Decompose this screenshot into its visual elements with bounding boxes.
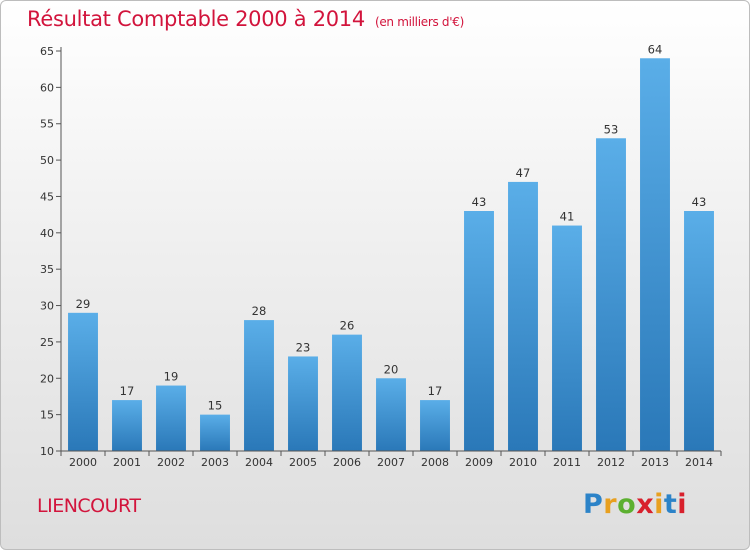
y-tick-label: 15 bbox=[40, 409, 54, 422]
bar-value-label: 15 bbox=[208, 399, 223, 413]
bar bbox=[508, 181, 538, 451]
brand-letter: i bbox=[654, 489, 664, 520]
brand-letter: o bbox=[617, 489, 637, 520]
commune-name: LIENCOURT bbox=[37, 495, 141, 517]
x-tick-label: 2000 bbox=[69, 456, 97, 469]
bar-value-label: 41 bbox=[560, 210, 575, 224]
bar bbox=[200, 414, 230, 451]
x-tick-label: 2003 bbox=[201, 456, 229, 469]
x-tick-label: 2014 bbox=[685, 456, 713, 469]
x-tick-label: 2001 bbox=[113, 456, 141, 469]
bar-value-label: 43 bbox=[692, 195, 707, 209]
bar bbox=[244, 320, 274, 451]
y-tick-label: 55 bbox=[40, 118, 54, 131]
bar-value-label: 28 bbox=[252, 304, 267, 318]
brand-letter: r bbox=[603, 489, 618, 520]
bar-value-label: 17 bbox=[428, 384, 443, 398]
proxiti-logo: Proxiti bbox=[583, 489, 687, 520]
y-tick-label: 60 bbox=[40, 81, 54, 94]
bar-value-label: 23 bbox=[296, 340, 311, 354]
bar-value-label: 29 bbox=[76, 297, 91, 311]
bar bbox=[552, 225, 582, 451]
y-tick-label: 25 bbox=[40, 336, 54, 349]
bar bbox=[596, 138, 626, 452]
chart-subtitle: (en milliers d'€) bbox=[374, 15, 464, 29]
brand-letter: P bbox=[583, 489, 604, 520]
bar bbox=[156, 385, 186, 451]
bar-value-label: 53 bbox=[604, 122, 619, 136]
bar-value-label: 64 bbox=[648, 42, 663, 56]
y-tick-label: 40 bbox=[40, 227, 54, 240]
y-tick-label: 45 bbox=[40, 190, 54, 203]
bar bbox=[288, 356, 318, 451]
x-tick-label: 2011 bbox=[553, 456, 581, 469]
bar-value-label: 43 bbox=[472, 195, 487, 209]
x-tick-label: 2009 bbox=[465, 456, 493, 469]
chart-title: Résultat Comptable 2000 à 2014 (en millie… bbox=[27, 7, 464, 31]
y-tick-label: 50 bbox=[40, 154, 54, 167]
x-tick-label: 2004 bbox=[245, 456, 273, 469]
brand-letter: t bbox=[663, 489, 678, 520]
x-tick-label: 2007 bbox=[377, 456, 405, 469]
bar-value-label: 17 bbox=[120, 384, 135, 398]
bar bbox=[640, 58, 670, 451]
x-tick-label: 2010 bbox=[509, 456, 537, 469]
bar bbox=[420, 400, 450, 451]
x-tick-label: 2005 bbox=[289, 456, 317, 469]
bar bbox=[376, 378, 406, 451]
bar bbox=[684, 211, 714, 451]
bar bbox=[332, 334, 362, 451]
y-tick-label: 30 bbox=[40, 300, 54, 313]
bar-value-label: 20 bbox=[384, 362, 399, 376]
brand-letter: x bbox=[636, 489, 655, 520]
x-tick-label: 2013 bbox=[641, 456, 669, 469]
axis-layer: 10 15 20 25 30 35 40 45 50 55 60 65 2000 2001 2002 2003… bbox=[40, 45, 722, 469]
bar-value-label: 47 bbox=[516, 166, 531, 180]
x-tick-label: 2008 bbox=[421, 456, 449, 469]
chart-title-text: Résultat Comptable 2000 à 2014 bbox=[27, 7, 365, 31]
bar bbox=[68, 312, 98, 451]
x-tick-label: 2006 bbox=[333, 456, 361, 469]
y-tick-label: 35 bbox=[40, 263, 54, 276]
bar bbox=[464, 211, 494, 451]
y-tick-label: 20 bbox=[40, 372, 54, 385]
x-tick-label: 2002 bbox=[157, 456, 185, 469]
brand-letter: i bbox=[677, 489, 688, 520]
x-tick-label: 2012 bbox=[597, 456, 625, 469]
y-tick-label: 10 bbox=[40, 445, 54, 458]
y-tick-label: 65 bbox=[40, 45, 54, 58]
bar bbox=[112, 400, 142, 451]
bar-value-label: 26 bbox=[340, 319, 355, 333]
bars-layer: 29 17 19 15 28 23 26 20 17 43 47 41 53 64 43 bbox=[68, 42, 714, 452]
bar-value-label: 19 bbox=[164, 370, 179, 384]
